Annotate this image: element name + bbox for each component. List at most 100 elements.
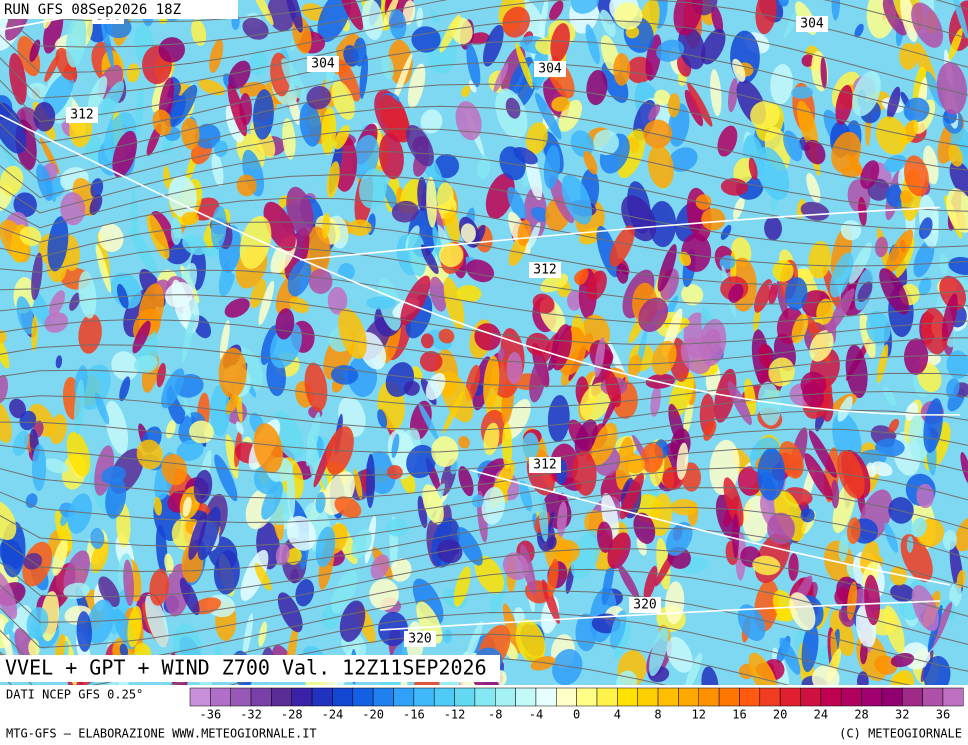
color-box bbox=[230, 687, 252, 707]
field-blob bbox=[170, 84, 198, 128]
field-blob bbox=[0, 165, 24, 196]
color-box bbox=[556, 687, 577, 707]
field-blob bbox=[119, 376, 131, 402]
field-blob bbox=[879, 268, 909, 315]
field-blob bbox=[685, 652, 703, 685]
field-blob bbox=[218, 347, 247, 399]
field-blob bbox=[811, 665, 840, 685]
field-blob bbox=[227, 83, 247, 137]
contour-label: 312 bbox=[70, 108, 93, 123]
color-box bbox=[617, 687, 638, 707]
field-blob bbox=[906, 536, 914, 553]
field-blob bbox=[483, 422, 500, 456]
field-blob bbox=[575, 613, 597, 652]
color-box bbox=[922, 687, 944, 707]
field-blob bbox=[800, 201, 830, 221]
field-blob bbox=[439, 14, 461, 53]
field-blob bbox=[918, 277, 932, 296]
color-box bbox=[271, 687, 292, 707]
field-blob bbox=[261, 481, 284, 520]
field-blob bbox=[883, 605, 905, 654]
field-blob bbox=[176, 439, 204, 462]
field-blob bbox=[864, 574, 881, 626]
field-blob bbox=[767, 512, 795, 545]
field-blob bbox=[326, 161, 340, 198]
field-blob bbox=[586, 69, 608, 106]
field-blob bbox=[737, 604, 766, 641]
field-blob bbox=[391, 53, 413, 106]
field-blob bbox=[549, 0, 564, 21]
color-box bbox=[210, 687, 231, 707]
field-blob bbox=[666, 636, 693, 673]
field-blob bbox=[554, 539, 580, 563]
field-blob bbox=[219, 320, 230, 361]
field-blob bbox=[846, 563, 855, 579]
field-blob bbox=[827, 288, 855, 334]
field-blob bbox=[567, 290, 582, 311]
field-blob bbox=[748, 652, 779, 685]
field-blob bbox=[16, 296, 34, 335]
field-blob bbox=[701, 666, 719, 685]
field-blob bbox=[656, 39, 685, 62]
field-blob bbox=[804, 453, 833, 501]
field-blob bbox=[835, 84, 853, 125]
color-box bbox=[942, 687, 964, 707]
field-blob bbox=[94, 392, 110, 425]
field-blob bbox=[36, 164, 53, 201]
field-blob bbox=[198, 79, 226, 96]
field-blob bbox=[755, 0, 777, 35]
field-blob bbox=[306, 85, 332, 110]
field-blob bbox=[797, 100, 819, 150]
color-box bbox=[291, 687, 313, 707]
field-blob bbox=[481, 486, 505, 525]
streamline bbox=[0, 548, 968, 623]
field-blob bbox=[136, 439, 163, 470]
field-blob bbox=[353, 468, 363, 500]
field-blob bbox=[875, 116, 908, 155]
scale-tick-label: 36 bbox=[936, 708, 950, 722]
field-blob bbox=[908, 413, 929, 463]
field-blob bbox=[860, 160, 880, 189]
field-blob bbox=[648, 104, 661, 121]
scale-tick-label: 4 bbox=[614, 708, 621, 722]
footer-left: MTG-GFS – ELABORAZIONE WWW.METEOGIORNALE… bbox=[6, 727, 317, 741]
field-blob bbox=[665, 522, 693, 556]
field-blob bbox=[66, 431, 91, 477]
field-blob bbox=[443, 277, 465, 330]
field-blob bbox=[883, 154, 907, 173]
field-blob bbox=[613, 624, 632, 659]
field-blob bbox=[502, 421, 513, 470]
color-box bbox=[881, 687, 903, 707]
field-blob bbox=[791, 86, 814, 99]
field-blob bbox=[534, 92, 562, 140]
height-contour bbox=[379, 600, 941, 631]
field-blob bbox=[295, 579, 315, 607]
field-blob bbox=[507, 186, 527, 221]
field-blob bbox=[890, 652, 915, 668]
scale-tick-label: 12 bbox=[692, 708, 706, 722]
field-blob bbox=[884, 522, 899, 553]
field-blob bbox=[954, 517, 968, 552]
field-blob bbox=[946, 350, 968, 379]
color-box bbox=[433, 687, 455, 707]
color-box bbox=[454, 687, 476, 707]
field-blob bbox=[306, 411, 321, 467]
field-blob bbox=[668, 147, 698, 172]
field-blob bbox=[758, 343, 774, 369]
field-blob bbox=[182, 234, 208, 256]
field-blob bbox=[55, 355, 63, 369]
field-blob bbox=[772, 260, 794, 282]
field-blob bbox=[859, 312, 876, 359]
field-blob bbox=[87, 599, 114, 645]
color-box bbox=[739, 687, 761, 707]
field-blob bbox=[605, 370, 622, 408]
field-blob bbox=[315, 491, 326, 514]
field-blob bbox=[90, 528, 105, 550]
field-blob bbox=[33, 101, 56, 132]
field-blob bbox=[607, 532, 631, 569]
field-blob bbox=[942, 530, 957, 550]
field-blob bbox=[788, 553, 799, 581]
streamline bbox=[0, 409, 968, 453]
field-blob bbox=[571, 0, 600, 14]
field-blob bbox=[31, 315, 38, 352]
